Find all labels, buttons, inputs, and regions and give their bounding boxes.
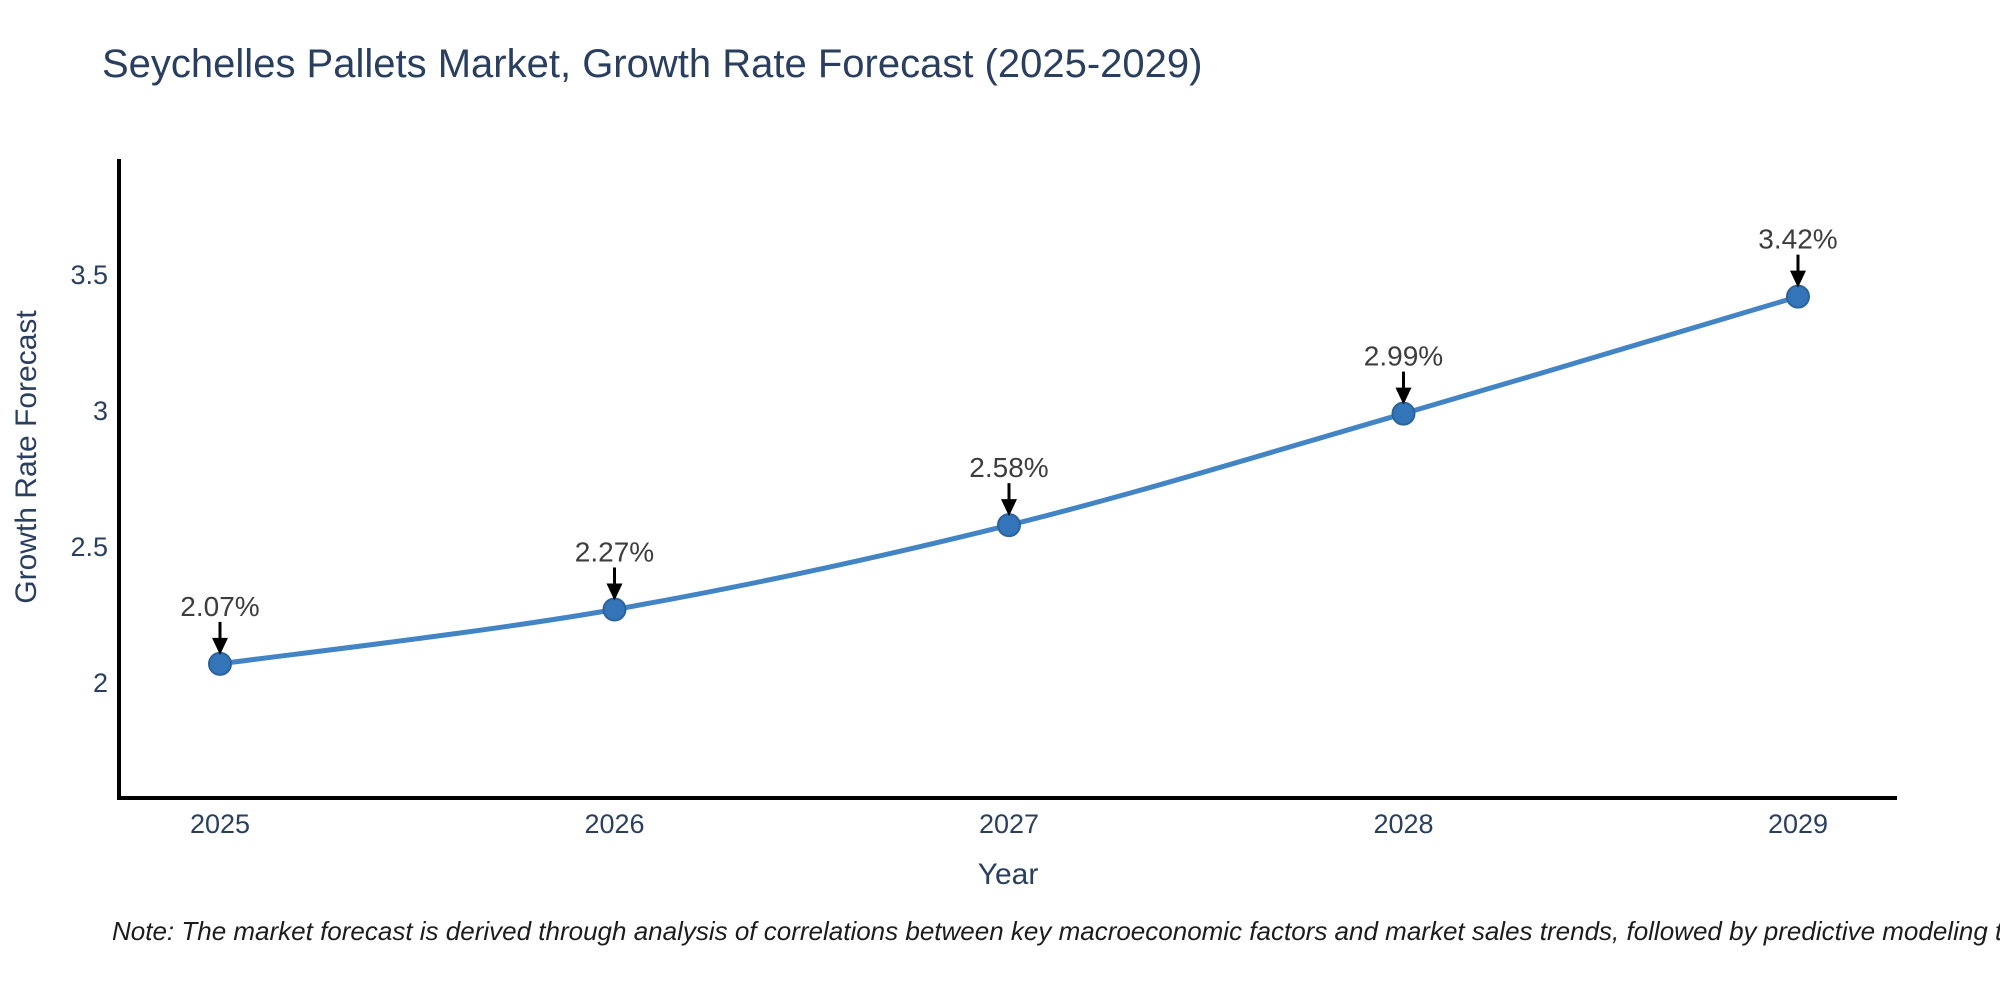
annotation-arrow-head <box>1789 270 1806 288</box>
chart-title: Seychelles Pallets Market, Growth Rate F… <box>102 42 1203 86</box>
point-value-label: 2.07% <box>180 591 259 622</box>
y-axis-title: Growth Rate Forecast <box>10 310 43 604</box>
data-point-2025 <box>207 651 232 676</box>
data-point-2026 <box>602 597 627 622</box>
point-value-label: 2.99% <box>1364 341 1443 372</box>
footnote: Note: The market forecast is derived thr… <box>112 916 2000 946</box>
y-tick-label: 2.5 <box>70 532 108 562</box>
annotation-arrow-head <box>1395 387 1412 405</box>
y-tick-label: 3.5 <box>70 260 108 290</box>
x-tick-label: 2026 <box>584 809 644 839</box>
y-tick-labels: 2 2.5 3 3.5 <box>70 260 108 698</box>
annotation-arrow-head <box>211 637 228 655</box>
x-axis-title: Year <box>978 858 1039 891</box>
point-value-label: 2.27% <box>575 536 654 567</box>
point-annotations: 2.07% 2.27% 2.58% 2.99% 3.42% <box>180 224 1838 655</box>
y-tick-label: 2 <box>93 668 108 698</box>
x-tick-label: 2029 <box>1768 809 1828 839</box>
point-value-label: 3.42% <box>1758 224 1837 255</box>
annotation-arrow-head <box>1000 499 1017 517</box>
x-tick-label: 2025 <box>190 809 250 839</box>
x-tick-label: 2028 <box>1373 809 1433 839</box>
data-point-2029 <box>1785 284 1810 309</box>
point-value-label: 2.58% <box>969 452 1048 483</box>
x-tick-label: 2027 <box>979 809 1039 839</box>
annotation-arrow-head <box>606 583 623 601</box>
y-tick-label: 3 <box>93 396 108 426</box>
data-point-2028 <box>1391 401 1416 426</box>
x-tick-labels: 2025 2026 2027 2028 2029 <box>190 809 1828 839</box>
data-point-2027 <box>996 513 1021 538</box>
